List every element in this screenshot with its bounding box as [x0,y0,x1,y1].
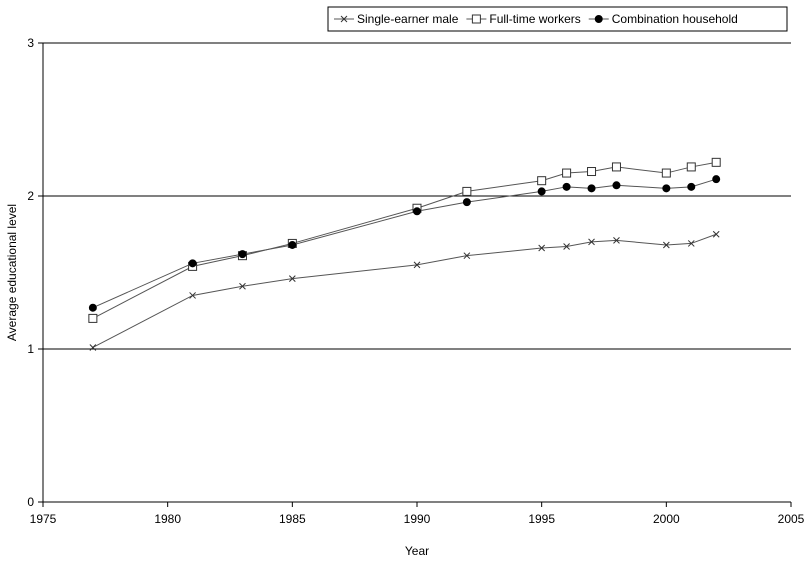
series-1-point-5 [462,186,472,196]
axes [42,43,791,503]
series-0-point-12 [712,230,720,238]
series-0-point-5-stroke-b [463,252,471,260]
series-0-line [92,233,717,348]
gridlines [43,42,791,350]
series-2-point-9 [612,181,621,190]
x-axis-ticks: 1975 1980 1985 1990 1995 2000 2005 [30,502,805,526]
series-0 [89,230,720,351]
x-tick-label-1995: 1995 [528,512,555,526]
legend-box [327,6,788,32]
series-0-point-2-stroke-b [239,282,246,290]
series-group [88,157,721,351]
legend-item-0-marker-stroke-b [340,15,348,23]
series-0-point-3 [288,275,296,282]
series-2-point-11 [687,182,696,191]
series-0-point-5 [463,252,471,260]
series-1 [88,157,721,323]
series-2-point-0 [88,303,97,312]
series-2-point-8 [587,184,596,193]
series-2-point-4 [413,207,421,216]
series-0-point-1-stroke-b [189,292,196,299]
y-axis-ticks: 0 1 2 3 [27,36,43,509]
legend-item-1-label: Full-time workers [489,12,580,26]
series-0-point-6-stroke-b [538,244,546,252]
series-0-point-6 [538,244,546,252]
series-0-point-4 [413,261,421,269]
legend-item-1: Full-time workers [466,12,581,26]
legend: Single-earner male Full-time workers Combi… [327,6,788,32]
legend-item-2: Combination household [588,12,738,26]
series-1-point-10 [661,168,671,178]
legend-item-0-marker [340,15,348,23]
series-0-point-0 [89,344,97,351]
series-0-point-7-stroke-b [563,243,570,250]
series-0-point-10-stroke-b [662,241,670,249]
y-tick-label-0: 0 [27,495,34,509]
series-0-point-8-stroke-b [588,238,595,246]
series-2-point-12 [712,175,721,184]
series-1-point-12 [711,157,721,167]
series-2-point-3 [288,240,297,249]
series-0-point-9 [613,237,620,244]
y-tick-label-1: 1 [27,342,34,356]
series-2-point-6 [537,187,546,196]
series-0-point-4-stroke-b [413,261,421,269]
legend-item-2-marker [594,15,603,23]
series-2-point-7 [562,182,571,191]
series-2-point-10 [662,184,671,193]
series-0-point-7 [563,243,570,250]
series-0-point-0-stroke-b [89,344,97,351]
series-0-point-11 [687,240,695,247]
x-tick-label-1975: 1975 [30,512,57,526]
x-tick-label-1990: 1990 [404,512,431,526]
x-axis-title: Year [405,544,429,558]
series-2-point-1 [188,259,197,268]
y-tick-label-2: 2 [27,189,34,203]
series-0-point-9-stroke-b [613,237,620,244]
series-1-point-6 [537,176,547,186]
legend-item-1-marker [471,14,481,24]
legend-item-2-label: Combination household [612,12,738,26]
series-2-point-2 [238,250,247,259]
series-0-point-11-stroke-b [687,240,695,247]
series-2-line [92,178,717,309]
series-0-point-1 [189,292,196,299]
series-0-point-12-stroke-b [712,230,720,238]
x-tick-label-2005: 2005 [778,512,805,526]
y-axis-title: Average educational level [5,204,19,341]
x-tick-label-1980: 1980 [154,512,181,526]
series-0-point-3-stroke-b [288,275,296,282]
series-1-point-7 [562,168,572,178]
series-0-point-8 [588,238,595,246]
legend-item-0-label: Single-earner male [357,12,459,26]
x-tick-label-1985: 1985 [279,512,306,526]
legend-item-0: Single-earner male [334,12,459,26]
series-1-point-8 [587,167,597,177]
series-1-point-0 [88,313,98,323]
series-0-point-2 [239,282,246,290]
series-0-point-10 [662,241,670,249]
series-1-point-11 [686,162,696,172]
series-1-point-9 [611,162,621,172]
y-tick-label-3: 3 [27,36,34,50]
series-2 [88,175,721,312]
series-2-point-5 [462,198,471,207]
x-tick-label-2000: 2000 [653,512,680,526]
